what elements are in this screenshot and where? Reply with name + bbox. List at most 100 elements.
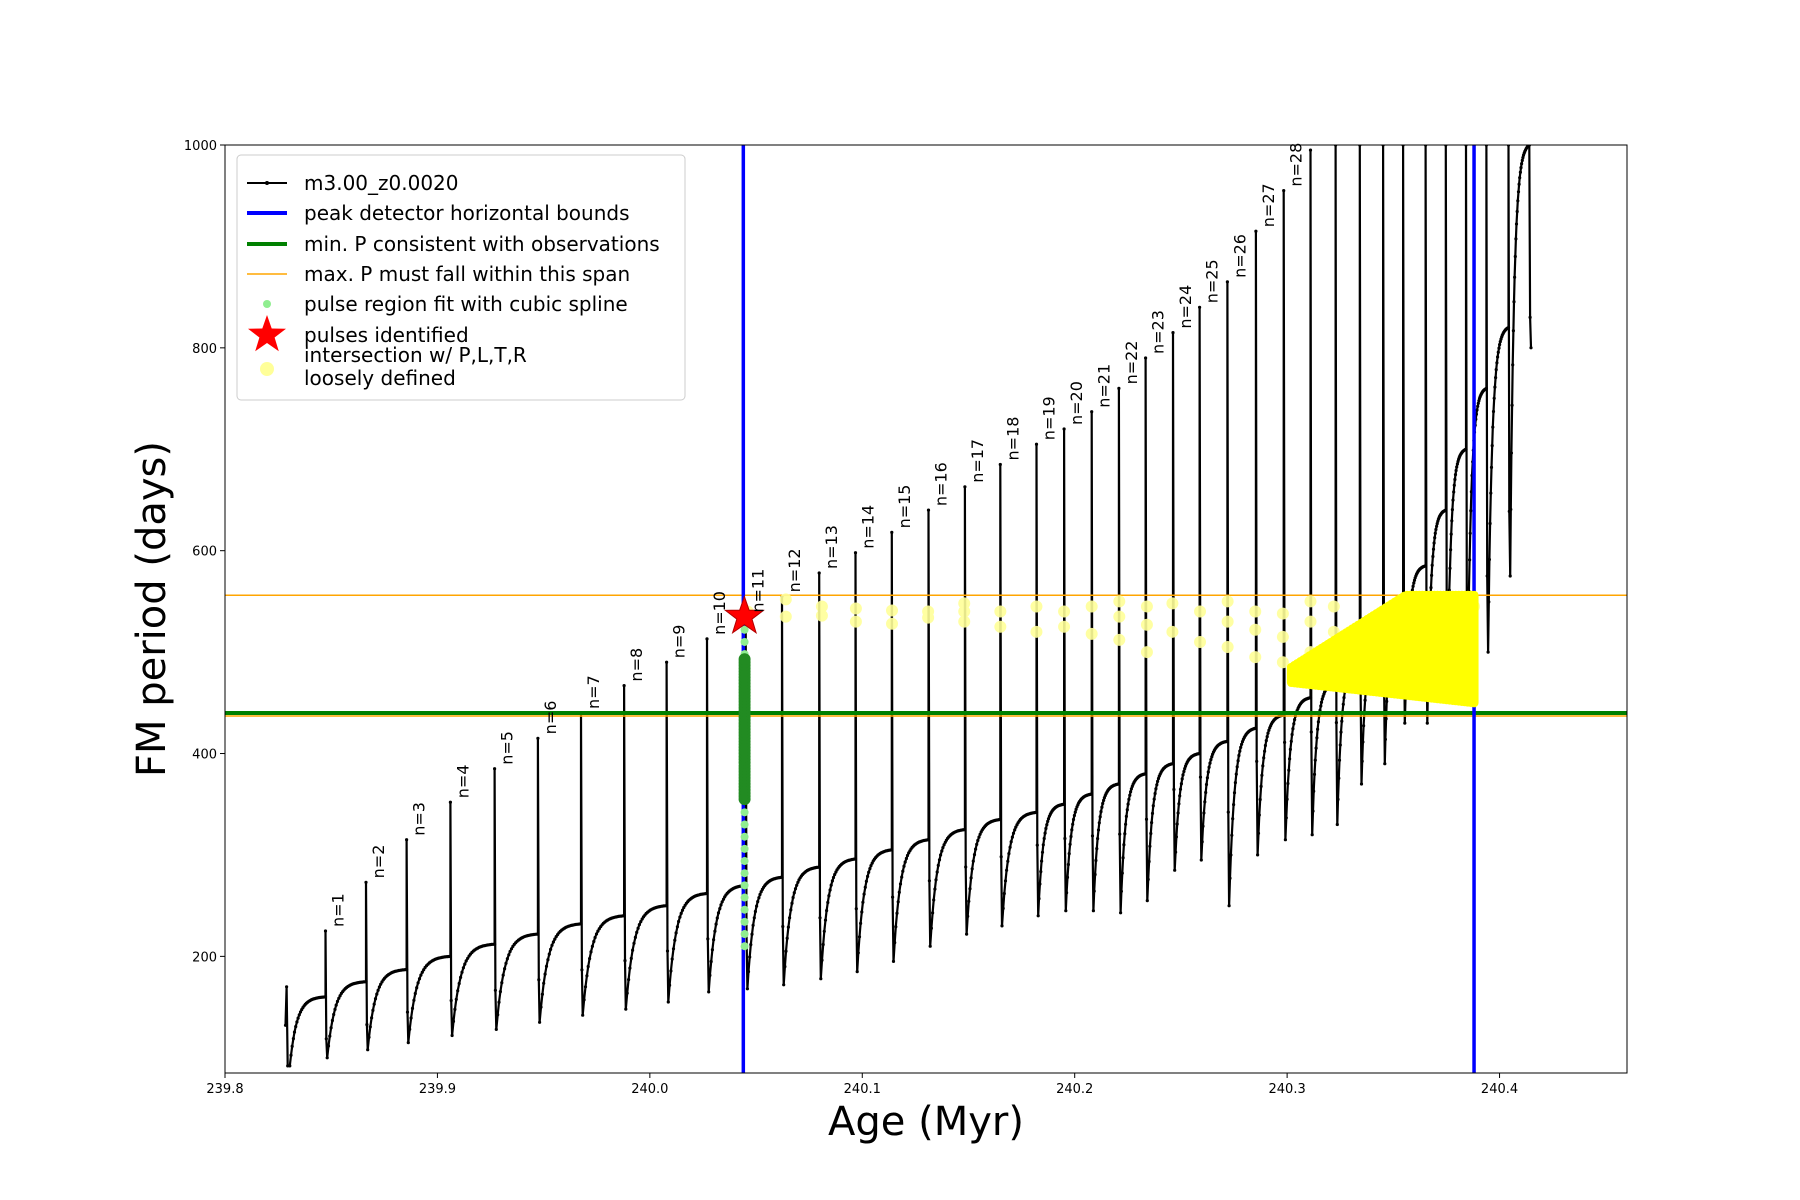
track-point (675, 925, 680, 929)
track-point (1518, 176, 1522, 180)
track-point (755, 904, 759, 908)
track-point (1225, 280, 1229, 284)
track-point (1520, 158, 1524, 162)
track-point (1234, 772, 1238, 776)
track-point (965, 932, 969, 936)
track-point (328, 1034, 332, 1038)
track-point (283, 1023, 288, 1027)
track-point (628, 966, 632, 970)
track-point (1198, 751, 1202, 756)
track-point (1144, 356, 1148, 360)
track-point (449, 998, 453, 1003)
track-point (1062, 802, 1066, 806)
spline-point (740, 942, 749, 951)
track-point (537, 978, 541, 982)
track-point (1497, 346, 1501, 350)
track-point (405, 968, 409, 972)
track-point (895, 911, 899, 915)
track-point (1005, 868, 1009, 872)
track-point (709, 959, 713, 964)
pulse-label: n=5 (498, 731, 517, 765)
track-point (1233, 781, 1237, 785)
track-point (1337, 776, 1341, 780)
track-point (1434, 527, 1438, 532)
track-point (594, 932, 599, 936)
track-point (420, 970, 424, 974)
spline-point-dense (738, 653, 751, 666)
intersection-point (1249, 651, 1262, 664)
legend-entry: m3.00_z0.0020 (247, 171, 459, 195)
track-point (1452, 490, 1456, 494)
spline-point (740, 930, 749, 939)
track-point (1489, 491, 1493, 495)
track-point (1336, 797, 1340, 802)
track-point (1100, 805, 1104, 809)
pulse-label: n=7 (584, 675, 603, 709)
track-point (863, 885, 867, 889)
track-point (1067, 852, 1071, 856)
track-point (543, 972, 547, 976)
track-point (1144, 817, 1149, 821)
track-point (1309, 730, 1313, 734)
track-point (463, 962, 467, 966)
track-point (1493, 385, 1497, 389)
track-point (1125, 808, 1129, 812)
track-point (1494, 368, 1498, 372)
track-point (669, 969, 673, 973)
track-point (1002, 891, 1006, 896)
track-point (1207, 765, 1211, 769)
track-point (1090, 834, 1095, 838)
track-point (1340, 719, 1344, 723)
track-point (853, 857, 858, 861)
track-point (1178, 787, 1183, 791)
track-point (546, 958, 550, 962)
track-point (408, 1027, 412, 1031)
pulse-label: n=4 (453, 764, 472, 798)
track-point (544, 964, 549, 968)
track-point (1126, 802, 1130, 806)
intersection-point (1249, 605, 1262, 618)
pulse-label: n=19 (1039, 396, 1058, 440)
track-point (751, 923, 755, 927)
track-point (1519, 166, 1523, 170)
track-point (1383, 762, 1387, 766)
track-point (496, 1013, 500, 1017)
track-point (448, 800, 452, 804)
track-point (1129, 787, 1133, 791)
track-point (1385, 699, 1389, 704)
track-point (622, 914, 626, 918)
track-point (1316, 727, 1320, 731)
track-point (1335, 822, 1339, 827)
intersection-point (1221, 595, 1234, 608)
track-point (903, 860, 907, 864)
track-point (670, 957, 674, 961)
track-point (856, 951, 860, 955)
track-point (1263, 749, 1267, 753)
legend-label: peak detector horizontal bounds (304, 201, 630, 225)
track-point (448, 954, 452, 959)
track-point (1043, 831, 1047, 835)
track-point (371, 1008, 375, 1013)
intersection-point (1304, 595, 1317, 608)
intersection-point (1276, 630, 1289, 643)
track-point (941, 846, 945, 850)
track-point (1496, 350, 1500, 354)
track-point (796, 880, 800, 884)
track-point (542, 981, 546, 985)
track-point (1487, 557, 1491, 562)
track-point (712, 938, 716, 942)
track-point (501, 973, 505, 977)
track-point (367, 1035, 371, 1039)
track-point (708, 973, 712, 978)
track-point (539, 1005, 543, 1009)
track-point (999, 855, 1003, 859)
track-point (1316, 720, 1320, 724)
track-point (1036, 914, 1040, 918)
track-point (1433, 536, 1437, 540)
track-point (289, 1053, 293, 1057)
track-point (593, 935, 597, 940)
track-point (1435, 524, 1439, 528)
track-point (715, 916, 719, 920)
pulse-label: n=3 (410, 802, 429, 836)
